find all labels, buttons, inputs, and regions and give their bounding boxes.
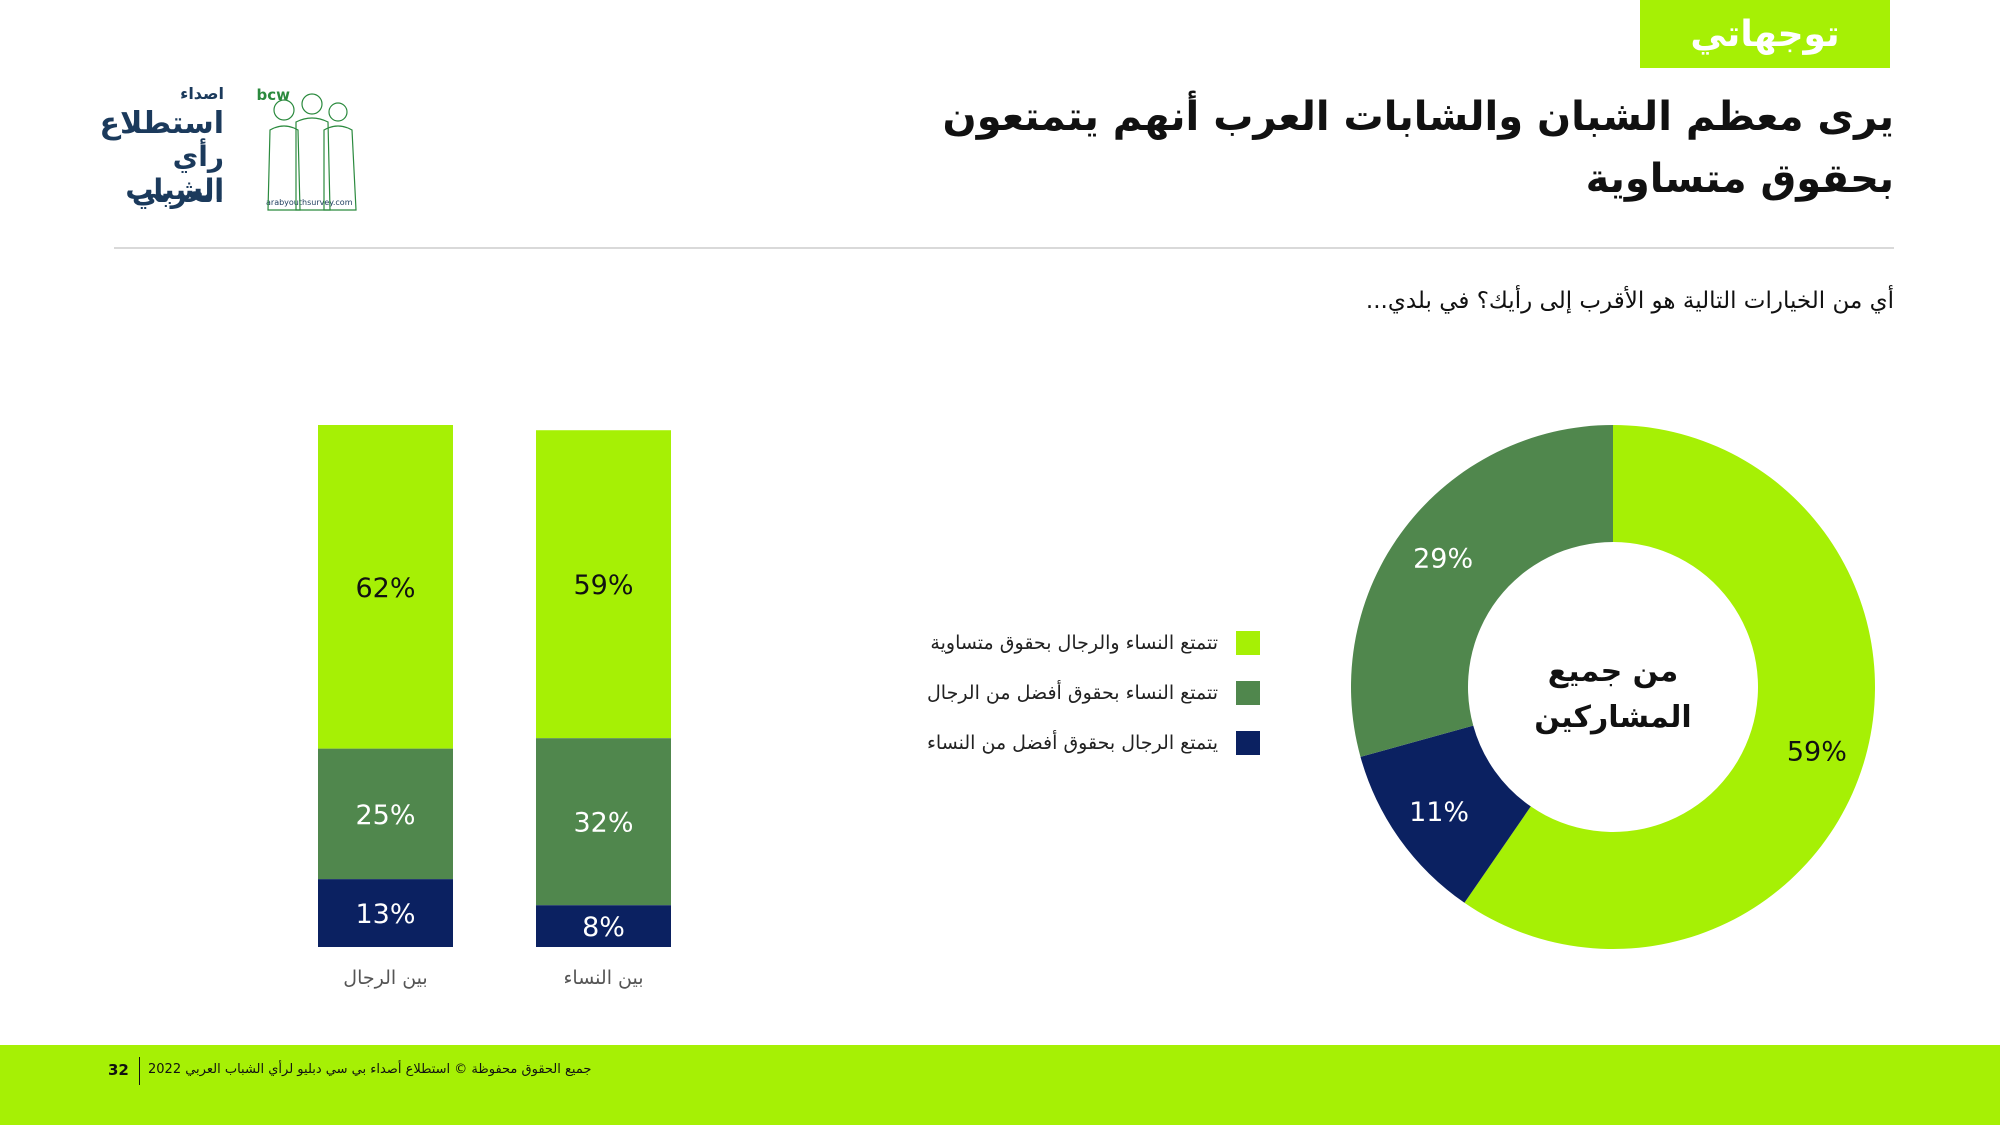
logo-figures-illustration [267,93,357,211]
bar-segment [318,879,453,947]
donut-center-label: من جميع [1548,654,1679,689]
survey-question: أي من الخيارات التالية هو الأقرب إلى رأي… [1365,288,1894,314]
copyright-text: جميع الحقوق محفوظة © استطلاع أصداء بي سي… [148,1062,592,1077]
bar-value-label: 25% [355,800,415,831]
donut-value-label: 11% [1409,797,1469,828]
title-divider [114,247,1894,249]
donut-center-label: المشاركين [1534,700,1691,735]
legend-swatch [1236,731,1260,755]
bar-category-label: بين النساء [564,967,644,989]
donut-value-label: 59% [1787,736,1847,767]
logo-bcw: bcw [256,86,291,104]
stacked-bar-chart: 62% 25% 13% بين الرجال 59% 32% 8% بين النساء [318,425,671,989]
legend-swatch [1236,681,1260,705]
section-tag: توجهاتي [1640,0,1890,68]
donut-chart: 59% 11% 29% من جميع المشاركين [1351,425,1875,949]
logo-line-3: العربي [131,176,224,209]
legend-label: تتمتع النساء والرجال بحقوق متساوية [930,632,1218,654]
bar-value-label: 32% [573,808,633,839]
bar-segment [536,905,671,947]
donut-slice [1360,725,1531,903]
legend-swatch [1236,631,1260,655]
donut-slice [1351,425,1613,757]
bar-segment [536,430,671,739]
chart-legend: تتمتع النساء والرجال بحقوق متساوية تتمتع… [900,618,1260,768]
arab-youth-survey-logo: bcw اصداء استطلاع رأي الشباب العربي arab… [99,82,360,222]
bar-value-label: 8% [582,912,625,943]
legend-label: يتمتع الرجال بحقوق أفضل من النساء [926,732,1218,754]
bar-category-label: بين الرجال [343,967,427,989]
page-number: 32 [108,1061,129,1079]
donut-value-label: 29% [1413,544,1473,575]
legend-label: تتمتع النساء بحقوق أفضل من الرجال [926,682,1218,704]
bar-segment [536,738,671,906]
footer-bar: 32 جميع الحقوق محفوظة © استطلاع أصداء بي… [0,1045,2000,1125]
bar-segment [318,748,453,880]
logo-line-1: استطلاع [99,106,224,141]
page-title: يرى معظم الشبان والشابات العرب أنهم يتمت… [942,94,1894,202]
logo-asda: اصداء [180,84,224,103]
legend-item-equal-rights: تتمتع النساء والرجال بحقوق متساوية [900,618,1260,668]
legend-item-women-better: تتمتع النساء بحقوق أفضل من الرجال [900,668,1260,718]
logo-line-2: رأي الشباب [125,140,224,206]
bar-value-label: 62% [355,573,415,604]
legend-item-men-better: يتمتع الرجال بحقوق أفضل من النساء [900,718,1260,768]
donut-slice [1464,425,1875,949]
logo-url: arabyouthsurvey.com [266,198,353,207]
bar-segment [318,425,453,749]
bar-value-label: 59% [573,570,633,601]
bar-value-label: 13% [355,899,415,930]
footer-separator [139,1057,140,1085]
